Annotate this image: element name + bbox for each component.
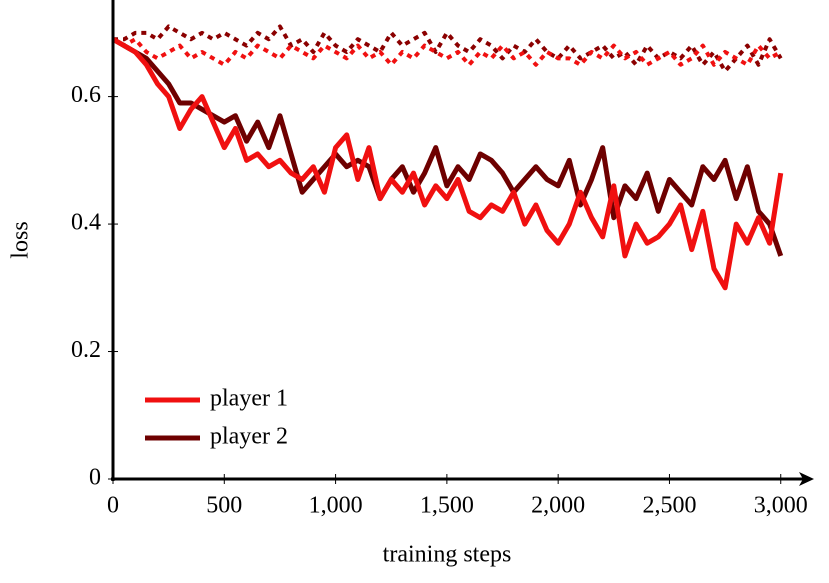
y-axis-label: loss	[8, 221, 34, 258]
y-tick-label: 0.4	[71, 210, 101, 236]
x-axis-arrow	[799, 472, 814, 486]
x-tick-label: 500	[206, 493, 242, 519]
x-tick-label: 2,000	[531, 493, 585, 519]
dotted-line	[112, 37, 782, 67]
x-tick-label: 1,500	[420, 493, 474, 519]
line	[111, 37, 784, 291]
y-tick-label: 0.2	[71, 337, 101, 363]
x-tick-label: 0	[107, 493, 119, 519]
x-tick-label: 3,000	[754, 493, 808, 519]
x-axis-label: training steps	[383, 542, 512, 568]
line	[111, 37, 784, 257]
x-tick-label: 1,000	[309, 493, 363, 519]
y-tick-label: 0	[89, 465, 101, 491]
legend-label: player 1	[210, 386, 288, 412]
legend-label: player 2	[210, 424, 288, 450]
x-tick-label: 2,500	[642, 493, 696, 519]
plot-area	[111, 24, 784, 291]
y-tick-label: 0.6	[71, 82, 101, 108]
